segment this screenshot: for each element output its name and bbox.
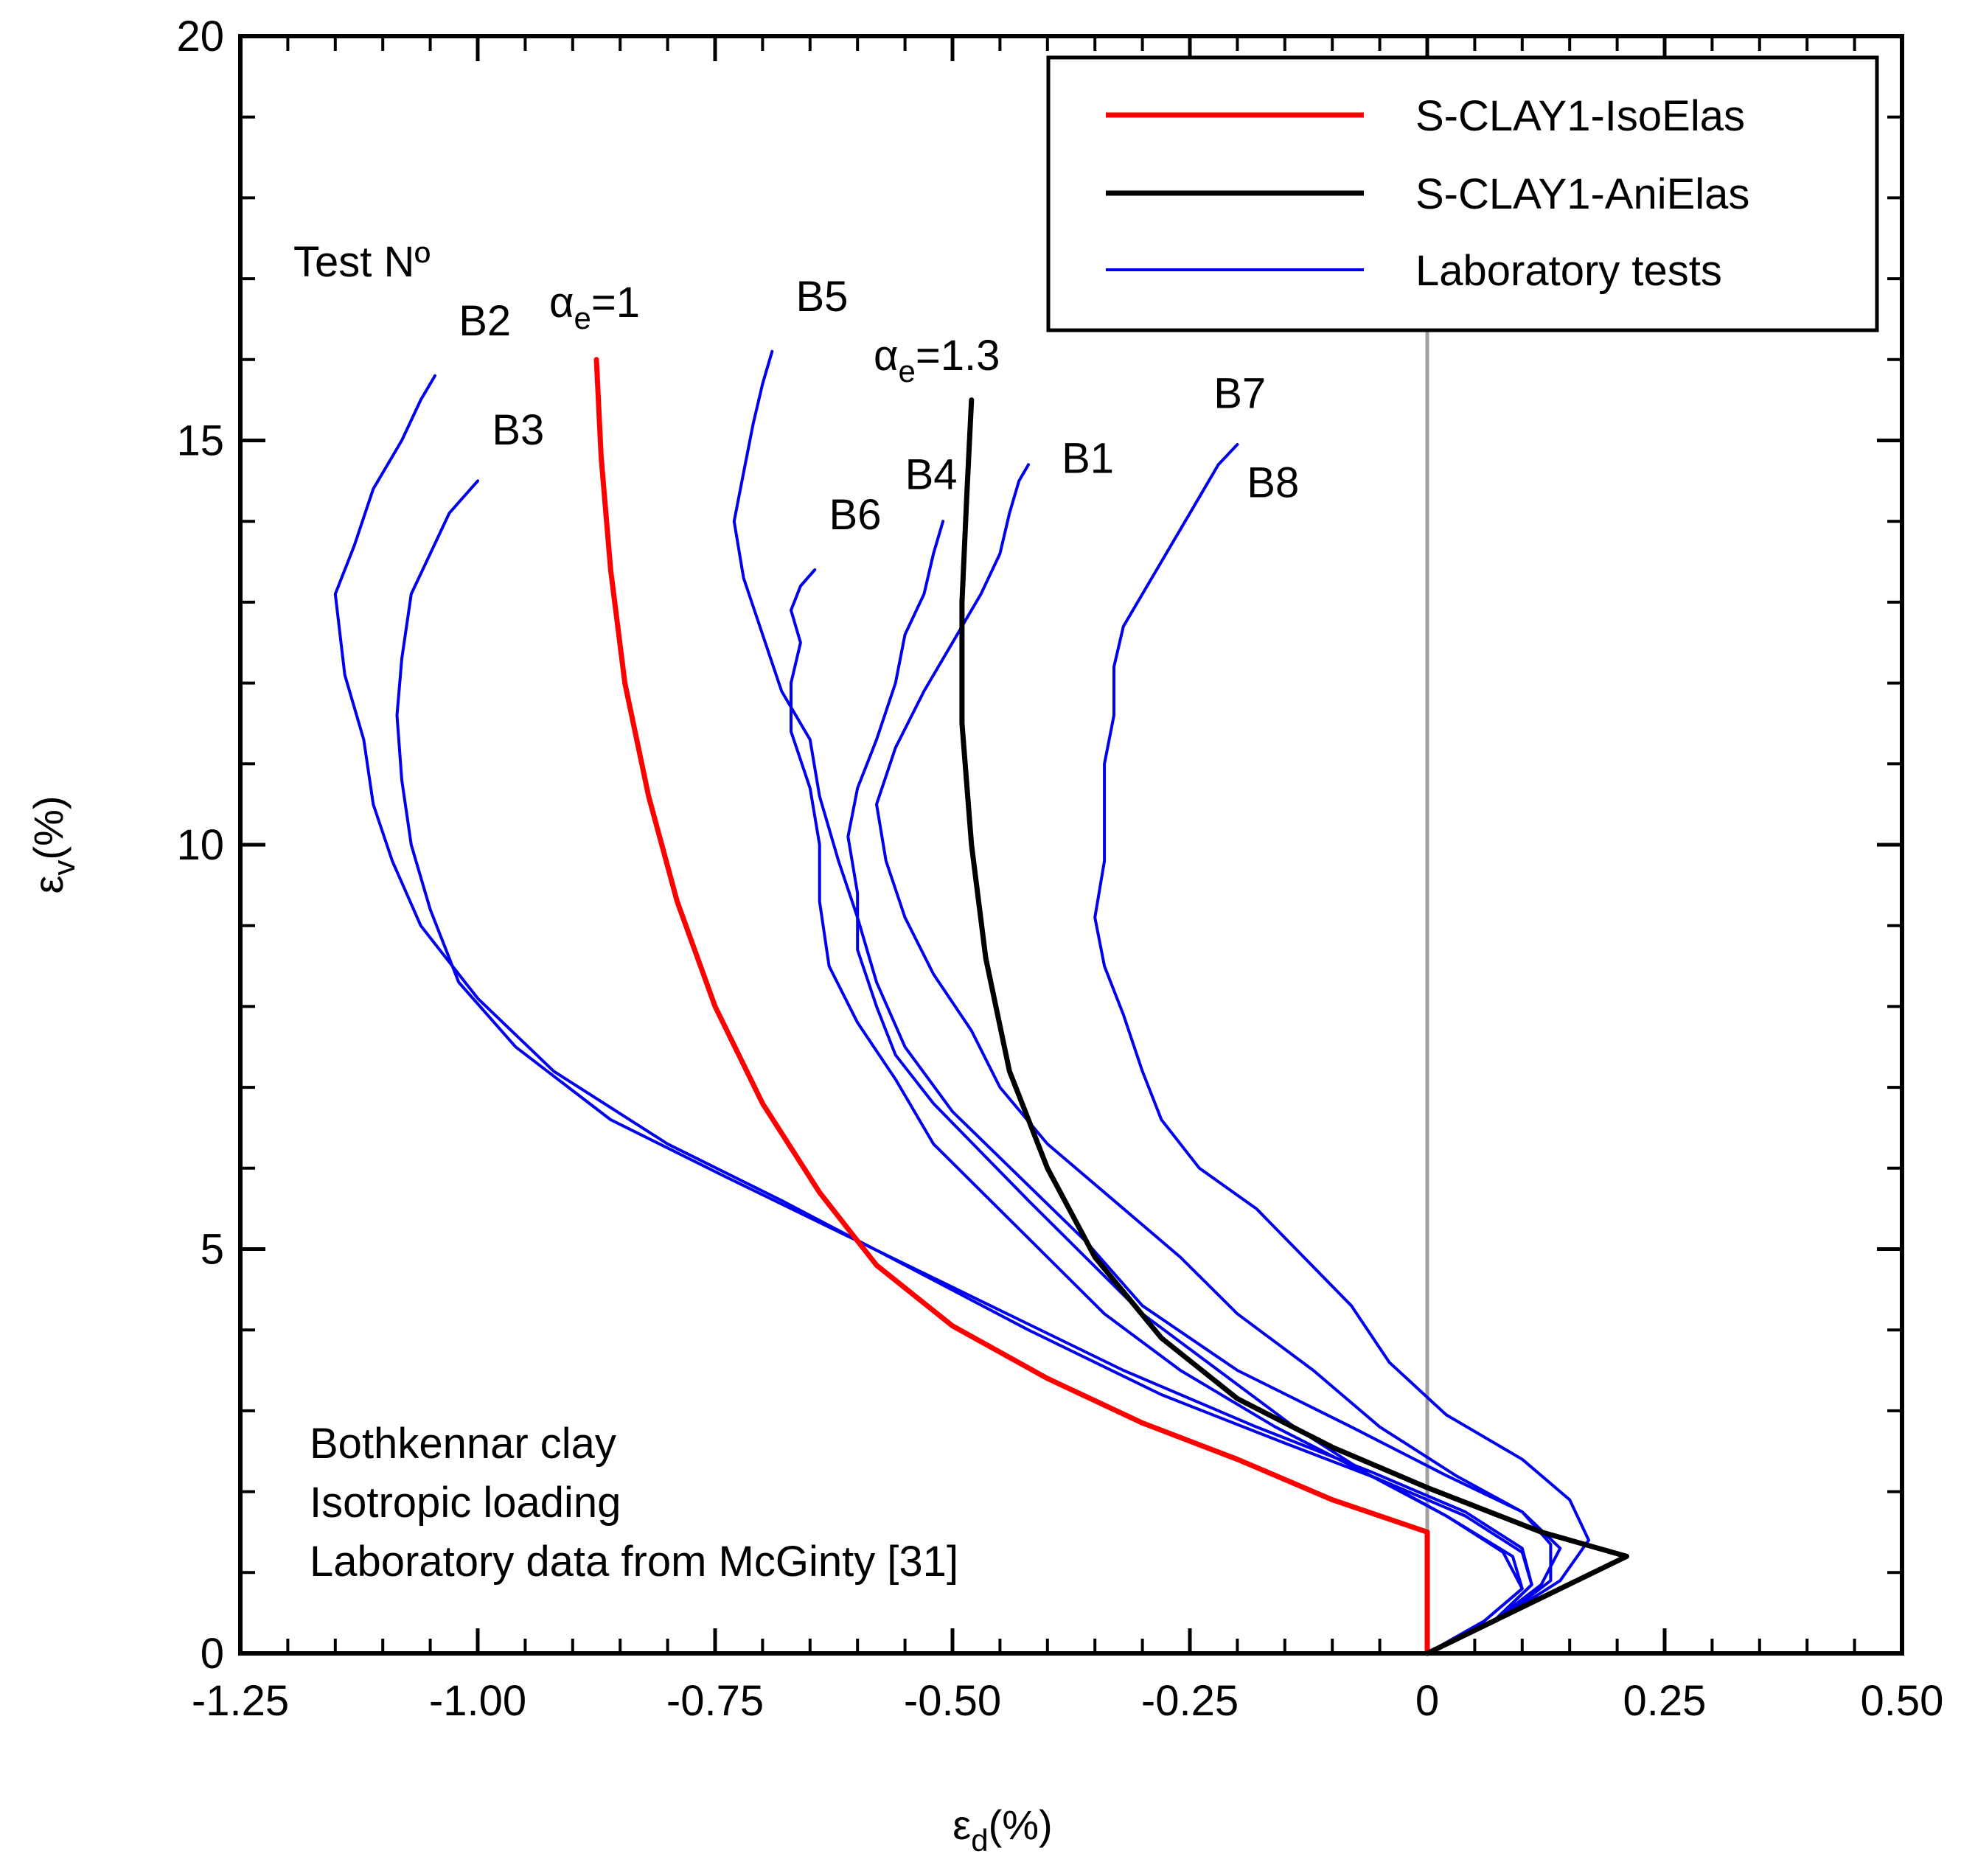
y-tick-label: 5 (201, 1226, 224, 1274)
series-labels: B2 B3 B5 B6 B4 B1 B7 B8 (459, 273, 1299, 539)
series-line-s-clay1-isoelas (593, 357, 1430, 1656)
y-tick-label: 20 (176, 13, 224, 60)
y-axis-title-unit: (%) (25, 795, 72, 859)
series-label-b8: B8 (1247, 458, 1299, 506)
legend-label-ani: S-CLAY1-AniElas (1415, 170, 1749, 218)
x-tick-label: -0.25 (1141, 1677, 1239, 1725)
y-tick-label: 0 (201, 1630, 224, 1678)
alpha-iso-symbol: α (549, 279, 574, 327)
alpha-iso-value: =1 (591, 279, 640, 327)
series-line-b6 (790, 568, 1533, 1655)
x-tick-label: 0.50 (1861, 1677, 1944, 1725)
series-label-b6: B6 (829, 491, 882, 539)
x-axis-title-symbol: ε (952, 1802, 971, 1848)
note-source: Laboratory data from McGinty [31] (310, 1538, 958, 1586)
legend-label-lab: Laboratory tests (1415, 247, 1722, 295)
x-tick-label: 0 (1415, 1677, 1439, 1725)
x-tick-label: -0.75 (666, 1677, 764, 1725)
test-header-label: Test Nº (293, 238, 431, 286)
y-axis-title-subscript: v (46, 860, 81, 876)
series-line-b4 (846, 520, 1524, 1655)
series-label-b7: B7 (1213, 370, 1266, 418)
y-tick-label: 10 (176, 821, 224, 869)
alpha-ani-label: αe=1.3 (874, 332, 1000, 388)
alpha-ani-subscript: e (899, 354, 916, 388)
series-line-b3 (395, 479, 1533, 1655)
alpha-iso-subscript: e (574, 301, 591, 335)
alpha-ani-value: =1.3 (916, 332, 1000, 380)
series-line-b1 (875, 463, 1562, 1655)
series-label-b1: B1 (1062, 434, 1114, 482)
legend-label-iso: S-CLAY1-IsoElas (1415, 92, 1745, 140)
series-line-s-clay1-anielas (959, 397, 1629, 1656)
legend: S-CLAY1-IsoElas S-CLAY1-AniElas Laborato… (1046, 55, 1879, 332)
x-axis-title-subscript: d (971, 1823, 988, 1858)
x-axis-title: εd(%) (952, 1802, 1052, 1858)
alpha-ani-symbol: α (874, 332, 899, 380)
alpha-iso-label: αe=1 (549, 279, 640, 335)
x-tick-label: -0.50 (904, 1677, 1001, 1725)
note-loading: Isotropic loading (310, 1479, 621, 1527)
series-layer (333, 349, 1629, 1656)
x-tick-label: 0.25 (1623, 1677, 1707, 1725)
y-axis-title: εv(%) (25, 795, 81, 893)
y-axis-title-symbol: ε (25, 876, 72, 894)
series-label-b3: B3 (492, 406, 544, 454)
tick-labels: -1.25 -1.00 -0.75 -0.50 -0.25 0 0.25 0.50 0 5 10 15… (176, 13, 1943, 1725)
series-label-b2: B2 (459, 297, 511, 345)
note-clay: Bothkennar clay (310, 1420, 616, 1468)
series-line-b7 (1093, 443, 1590, 1655)
plot-frame (238, 34, 1904, 1656)
series-label-b5: B5 (795, 273, 848, 321)
x-axis-title-unit: (%) (989, 1802, 1053, 1848)
x-tick-label: -1.00 (429, 1677, 526, 1725)
x-tick-label: -1.25 (192, 1677, 289, 1725)
series-label-b4: B4 (905, 450, 958, 498)
y-tick-label: 15 (176, 417, 224, 465)
